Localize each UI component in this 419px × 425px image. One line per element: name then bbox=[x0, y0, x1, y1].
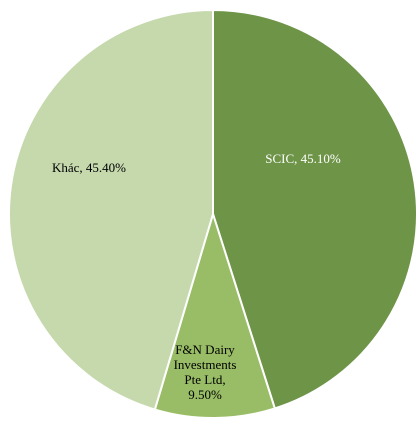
pie-slice-label-line: Investments bbox=[174, 357, 237, 372]
pie-slice-label-0: SCIC, 45.10% bbox=[265, 151, 341, 166]
pie-slice-label-1: F&N Dairy Investments Pte Ltd, 9.50% bbox=[174, 342, 237, 402]
pie-slice-0 bbox=[212, 8, 418, 410]
pie-slice-2 bbox=[8, 8, 214, 411]
pie-slice-label-2: Khác, 45.40% bbox=[52, 160, 126, 175]
pie-slice-label-line: F&N Dairy bbox=[175, 342, 235, 357]
pie-slices bbox=[8, 8, 418, 419]
pie-slice-1 bbox=[153, 210, 277, 419]
pie-slice-label-line: Khác, 45.40% bbox=[52, 160, 126, 175]
pie-slice-label-line: 9.50% bbox=[188, 387, 222, 402]
pie-slice-label-line: Pte Ltd, bbox=[184, 372, 225, 387]
pie-slice-label-line: SCIC, 45.10% bbox=[265, 151, 341, 166]
pie-labels: SCIC, 45.10% F&N Dairy Investments Pte Ltd,… bbox=[52, 151, 341, 402]
